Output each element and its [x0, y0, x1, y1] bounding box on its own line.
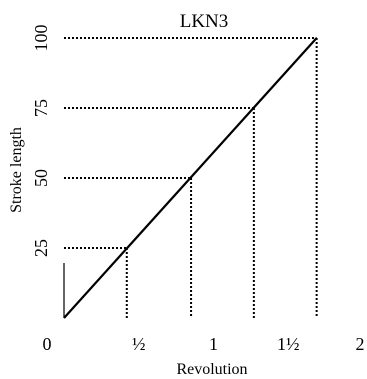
x-tick-label-2: 2 — [356, 334, 365, 354]
y-tick-label-75: 75 — [31, 99, 51, 117]
x-tick-label-1: 1 — [209, 334, 218, 354]
plot-area: 0 ½ 1 1½ 2 25 50 75 100 — [31, 25, 365, 355]
y-axis-label: Stroke length — [8, 127, 25, 213]
x-tick-label-0-5: ½ — [132, 334, 146, 354]
x-axis-label: Revolution — [176, 361, 247, 378]
x-tick-label-0: 0 — [43, 334, 52, 354]
chart-title: LKN3 — [180, 11, 229, 32]
y-tick-label-50: 50 — [31, 169, 51, 187]
x-tick-label-1-5: 1½ — [277, 334, 300, 354]
y-tick-label-25: 25 — [31, 239, 51, 257]
series-line-0 — [63, 37, 318, 319]
y-tick-label-100: 100 — [31, 25, 51, 52]
